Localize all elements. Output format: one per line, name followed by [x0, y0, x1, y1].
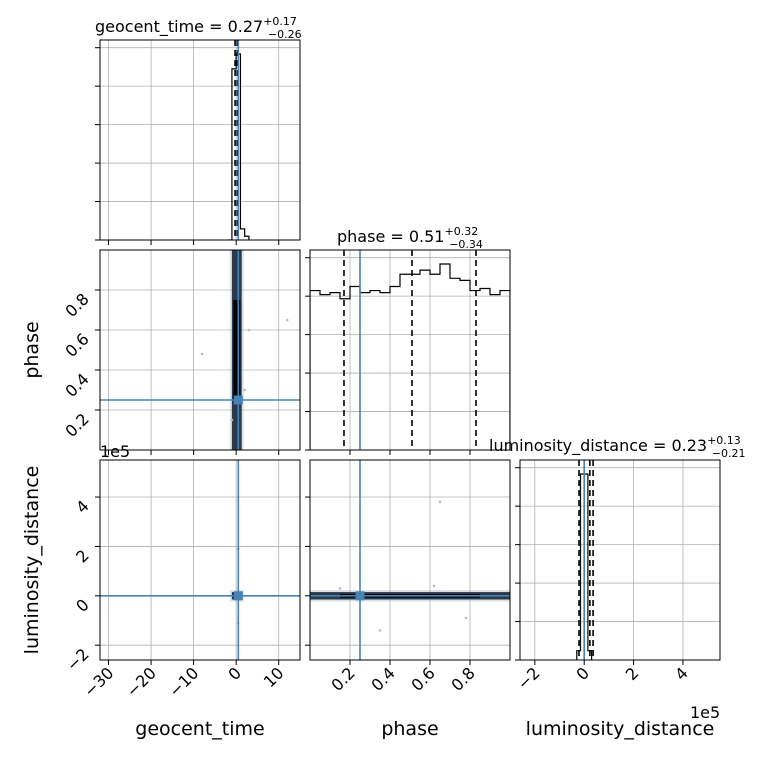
x-tick-label: −20 [123, 663, 160, 700]
panel-content [100, 460, 300, 660]
x-tick-label: 0.6 [407, 663, 438, 694]
x-tick-label: 2 [622, 663, 643, 684]
x-tick-label: 0.4 [367, 663, 398, 694]
offset-text-left: 1e5 [100, 442, 130, 461]
sample-point [200, 352, 204, 356]
histogram-phase [310, 263, 510, 450]
panel-content [310, 460, 510, 660]
panel-frame [99, 39, 301, 241]
x-tick-label: 0 [572, 663, 593, 684]
x-tick-label: −30 [80, 663, 117, 700]
sample-point [243, 388, 246, 392]
x-tick-label: −2 [514, 663, 544, 693]
panel-luminosity_distance-luminosity_distance: −2 0 2 4 [514, 459, 721, 694]
sample-point [378, 629, 382, 632]
x-tick-label: 0.2 [327, 663, 358, 694]
histogram-geocent_time [227, 53, 250, 240]
panel-content [576, 460, 594, 660]
xlabel-luminosity-distance: luminosity_distance [526, 718, 715, 740]
sample-point [247, 328, 251, 332]
truth-marker [233, 395, 243, 405]
x-tick-label: 10 [260, 663, 288, 691]
grid [100, 250, 300, 450]
panel-frame [99, 459, 301, 661]
panel-geocent_time-phase: 0.2 0.4 0.6 0.8 [61, 249, 301, 455]
offset-text-bottom: 1e5 [690, 703, 720, 722]
sample-point [230, 418, 234, 422]
sample-point [464, 616, 468, 620]
grid [520, 460, 720, 660]
panel-frame [99, 249, 301, 451]
grid [100, 460, 300, 660]
grid [100, 40, 300, 240]
sample-point [285, 318, 289, 322]
grid [310, 460, 510, 660]
title-geocent-time: geocent_time = 0.27+0.17 −0.26 [95, 15, 302, 41]
truth-marker [355, 591, 365, 601]
y-tick-label: 0.8 [61, 289, 92, 320]
panel-phase-phase [305, 249, 511, 455]
panel-phase-luminosity_distance: 0.2 0.4 0.6 0.8 [305, 459, 511, 695]
grid [310, 250, 510, 450]
x-tick-label: −10 [165, 663, 202, 700]
sample-point [338, 587, 342, 590]
title-phase: phase = 0.51+0.32 −0.34 [337, 225, 483, 251]
ylabel-phase: phase [21, 321, 43, 378]
y-tick-label: 0.2 [61, 409, 92, 440]
density-core [233, 300, 241, 400]
x-tick-label: 0.8 [447, 663, 478, 694]
ylabel-luminosity-distance: luminosity_distance [21, 466, 43, 655]
x-tick-label: 4 [671, 663, 692, 684]
sample-point [438, 500, 442, 504]
xlabel-geocent-time: geocent_time [135, 718, 264, 740]
panel-content [310, 250, 510, 450]
y-tick-label: −2 [63, 645, 93, 675]
x-tick-label: 0 [224, 663, 245, 684]
panel-content [100, 250, 300, 450]
sample-point [432, 584, 436, 588]
xlabel-phase: phase [381, 718, 438, 740]
title-luminosity-distance: luminosity_distance = 0.23+0.13 −0.21 [489, 434, 746, 460]
panel-geocent_time-geocent_time [95, 39, 301, 245]
truth-marker [233, 591, 243, 601]
panel-frame [309, 249, 511, 451]
y-tick-label: 0.6 [61, 329, 92, 360]
panel-frame [309, 459, 511, 661]
y-tick-label: 4 [72, 496, 93, 517]
y-tick-label: 0 [72, 595, 93, 616]
panel-frame [519, 459, 721, 661]
y-tick-label: 2 [72, 546, 93, 567]
panel-content [227, 40, 250, 240]
y-tick-label: 0.4 [61, 369, 92, 400]
